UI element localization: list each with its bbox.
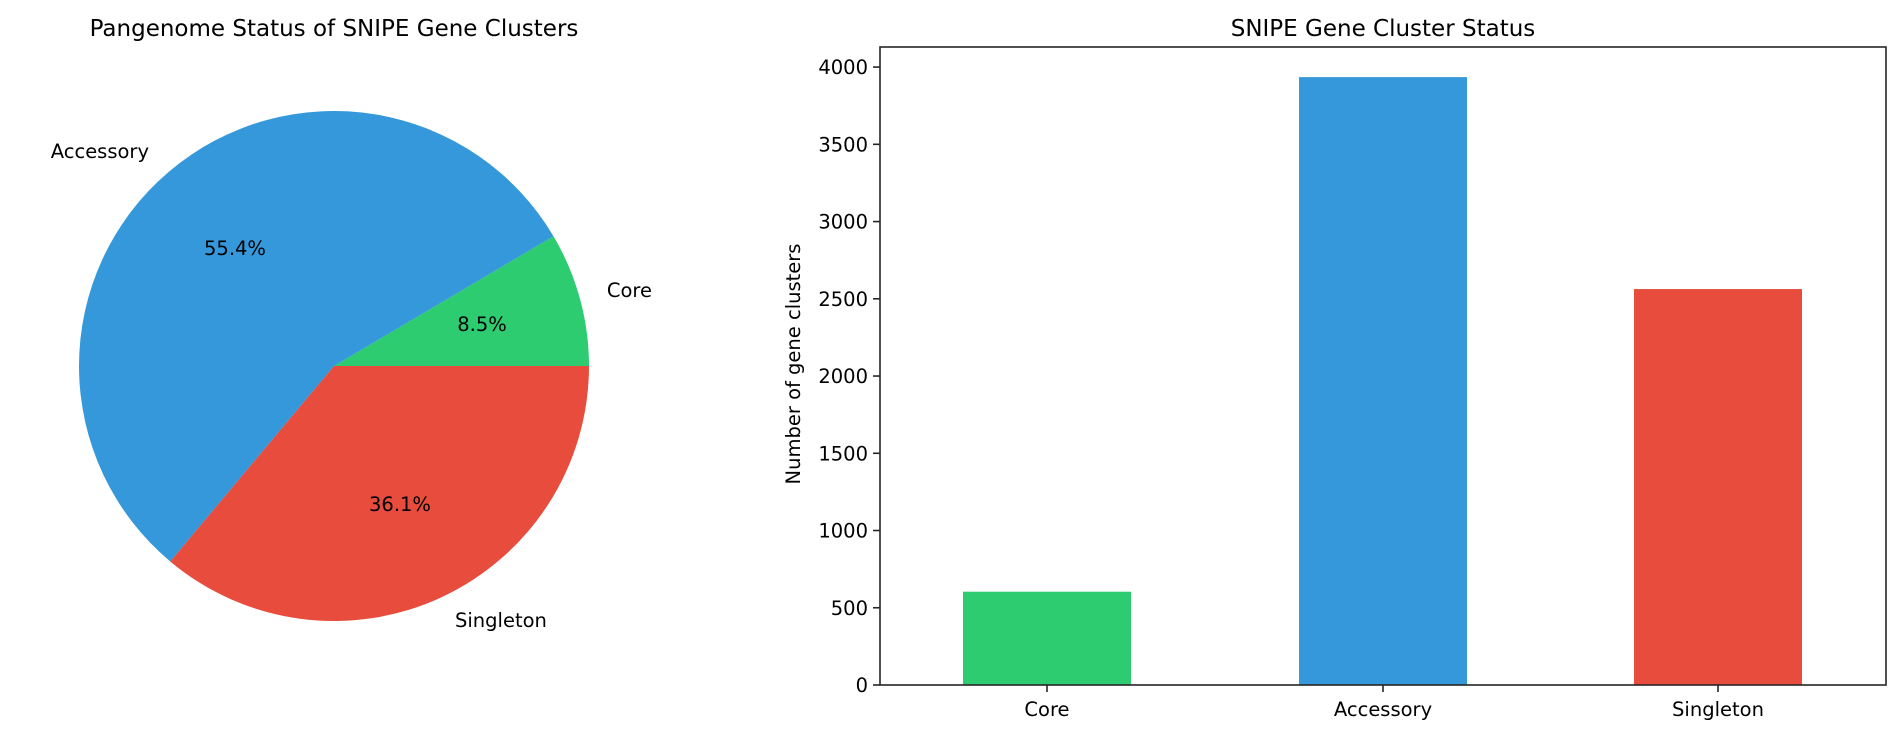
y-tick: 4000 (818, 56, 880, 79)
bar-accessory (1299, 77, 1467, 686)
y-axis: 0 500 1000 1500 2000 (818, 56, 880, 697)
y-tick: 2000 (818, 365, 880, 388)
pie-wedge-accessory (79, 111, 554, 562)
pie-pct-singleton: 36.1% (369, 493, 431, 516)
x-tick-label-singleton: Singleton (1672, 698, 1764, 721)
y-axis-label: Number of gene clusters (782, 244, 805, 485)
y-tick-label: 3000 (818, 211, 868, 234)
y-tick-label: 4000 (818, 56, 868, 79)
pie-pct-core: 8.5% (457, 313, 507, 336)
y-tick: 1000 (818, 520, 880, 543)
pie-pct-accessory: 55.4% (204, 237, 266, 260)
pie-wedge-singleton (170, 366, 589, 622)
y-tick-label: 1500 (818, 442, 868, 465)
x-tick-label-core: Core (1024, 698, 1069, 721)
x-tick-label-accessory: Accessory (1334, 698, 1432, 721)
bar-chart: SNIPE Gene Cluster Status 0 500 (782, 16, 1887, 721)
pie-label-core: Core (607, 279, 652, 302)
pie-label-accessory: Accessory (51, 140, 149, 163)
y-tick: 0 (856, 674, 880, 697)
pie-label-singleton: Singleton (455, 609, 547, 632)
y-tick-label: 2500 (818, 288, 868, 311)
pie-wedges (79, 111, 589, 622)
y-tick-label: 3500 (818, 133, 868, 156)
pie-chart-title: Pangenome Status of SNIPE Gene Clusters (90, 16, 579, 42)
y-tick: 2500 (818, 288, 880, 311)
x-axis: Core Accessory Singleton (1024, 685, 1764, 721)
y-tick: 1500 (818, 442, 880, 465)
pie-wedge-core (334, 236, 589, 366)
y-tick: 500 (831, 597, 880, 620)
bar-chart-title: SNIPE Gene Cluster Status (1231, 16, 1536, 42)
y-tick: 3500 (818, 133, 880, 156)
bar-singleton (1634, 289, 1802, 685)
bar-core (963, 591, 1131, 685)
y-tick-label: 500 (831, 597, 868, 620)
pie-chart: Pangenome Status of SNIPE Gene Clusters … (51, 16, 652, 632)
y-tick-label: 0 (856, 674, 868, 697)
bars (963, 77, 1802, 686)
y-tick-label: 1000 (818, 520, 868, 543)
y-tick-label: 2000 (818, 365, 868, 388)
y-tick: 3000 (818, 211, 880, 234)
